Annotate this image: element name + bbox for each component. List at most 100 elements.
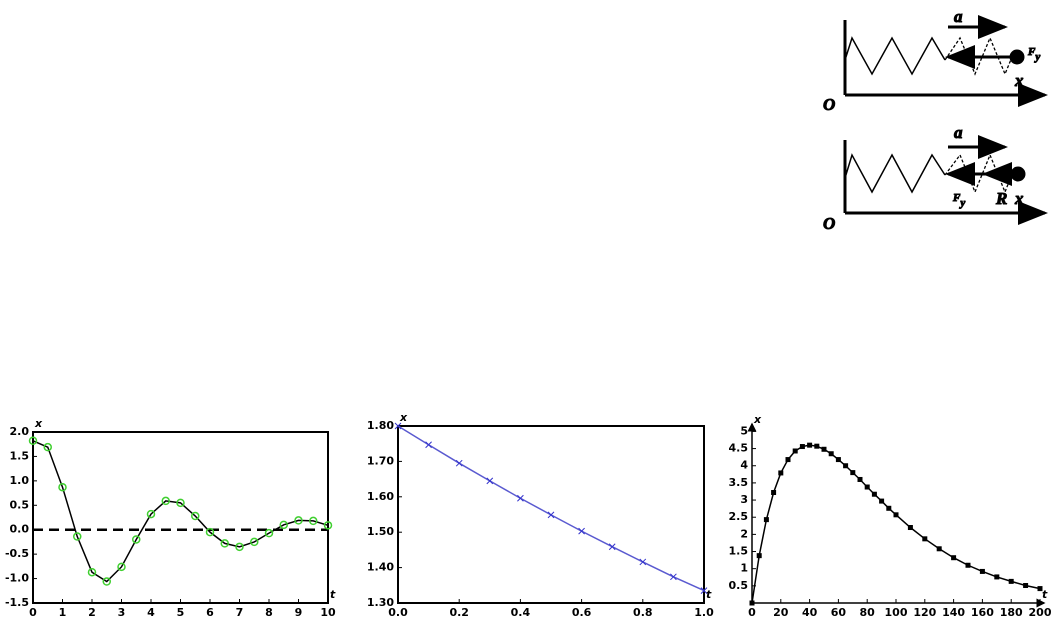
x-tick-label: 0 (29, 606, 37, 619)
marker (814, 443, 820, 449)
marker (517, 494, 524, 502)
label-a: a (954, 7, 963, 26)
marker (792, 448, 798, 454)
x-tick-label: 20 (773, 606, 789, 619)
y-tick-label: 0.5 (729, 579, 749, 592)
marker (425, 441, 432, 449)
x-tick-label: 10 (320, 606, 336, 619)
chart: -1.5 -1.0 -0.5 0.0 0.5 1.0 1.5 2.0 0 1 2 3 4 5 6 7 8 9 10 x… (5, 417, 336, 619)
marker (807, 442, 813, 448)
spring-diagram-top: a Fy x O (823, 6, 1048, 114)
marker (250, 537, 259, 547)
marker (756, 553, 762, 559)
marker (28, 436, 38, 446)
marker (799, 444, 805, 450)
marker (58, 482, 67, 492)
x-tick-label: 0.8 (633, 606, 653, 619)
marker (886, 505, 892, 511)
marker (394, 422, 402, 430)
marker (102, 577, 111, 586)
label-a: a (954, 123, 963, 142)
marker (191, 511, 200, 521)
line (397, 425, 705, 592)
y-tick-label: 2.5 (729, 510, 749, 523)
marker (670, 573, 677, 581)
marker (994, 574, 1000, 580)
y-tick-label: 0.5 (10, 498, 30, 511)
marker (1008, 578, 1014, 584)
marker (161, 496, 170, 506)
marker (828, 451, 834, 457)
chart: 1.30 1.40 1.50 1.60 1.70 1.80 0.0 0.2 0.4 0.6 0.8 1… (367, 411, 714, 619)
marker (73, 532, 82, 541)
y-axis-label: x (753, 413, 762, 426)
marker (785, 457, 791, 463)
x-tick-label: 5 (177, 606, 185, 619)
y-tick-label: 1.50 (367, 525, 394, 538)
label-f: Fy (952, 192, 965, 209)
x-tick-label: 180 (1000, 606, 1023, 619)
y-tick-label: 2.0 (10, 425, 30, 438)
x-tick-label: 80 (860, 606, 876, 619)
x-axis-label: t (1042, 588, 1048, 601)
marker (871, 491, 877, 497)
marker (87, 567, 97, 577)
marker (639, 558, 647, 566)
marker (821, 446, 827, 452)
marker (857, 476, 863, 482)
marker (864, 484, 870, 490)
x-tick-label: 120 (913, 606, 936, 619)
x-tick-label: 1 (59, 606, 67, 619)
y-tick-label: 1.30 (367, 596, 394, 609)
plot-frame (397, 425, 705, 604)
y-tick-label: 4.5 (729, 442, 749, 455)
spring-diagram-bottom: a Fy R x O (823, 122, 1048, 233)
marker (455, 459, 463, 467)
label-x: x (1014, 189, 1024, 208)
x-tick-label: 100 (885, 606, 908, 619)
marker (763, 517, 769, 523)
marker (835, 457, 841, 463)
label-x: x (1014, 71, 1024, 90)
marker (936, 546, 942, 552)
x-tick-label: 4 (147, 606, 155, 619)
marker (922, 536, 928, 542)
marker (965, 562, 971, 568)
marker (309, 516, 318, 526)
y-tick-label: 1.5 (10, 449, 30, 462)
x-tick-label: 3 (118, 606, 126, 619)
y-tick-label: 1 (740, 562, 748, 575)
y-tick-label: 4 (740, 459, 748, 472)
marker (907, 525, 913, 531)
x-axis-label: t (330, 588, 336, 601)
y-tick-label: -1.0 (5, 572, 29, 585)
label-origin: O (823, 95, 835, 114)
marker (700, 587, 708, 594)
label-r: R (995, 189, 1007, 208)
marker (220, 539, 229, 548)
marker (323, 521, 333, 530)
marker (1023, 583, 1029, 588)
y-tick-label: 0.0 (10, 523, 30, 536)
marker (294, 516, 303, 525)
marker (879, 498, 885, 504)
marker (279, 520, 288, 530)
y-tick-label: 3.5 (729, 476, 749, 489)
marker (264, 528, 274, 538)
marker (176, 498, 185, 508)
x-tick-label: 60 (831, 606, 847, 619)
y-axis-label: x (399, 411, 408, 424)
x-tick-label: 200 (1029, 606, 1052, 619)
x-tick-label: 0.0 (388, 606, 408, 619)
x-tick-label: 0 (748, 606, 756, 619)
marker (951, 555, 957, 561)
y-tick-label: 1.60 (367, 490, 394, 503)
marker (771, 490, 777, 496)
x-tick-label: 140 (942, 606, 965, 619)
x-tick-label: 7 (236, 606, 244, 619)
marker (749, 600, 755, 606)
y-tick-label: 1.40 (367, 561, 394, 574)
y-tick-label: 1.80 (367, 419, 394, 432)
